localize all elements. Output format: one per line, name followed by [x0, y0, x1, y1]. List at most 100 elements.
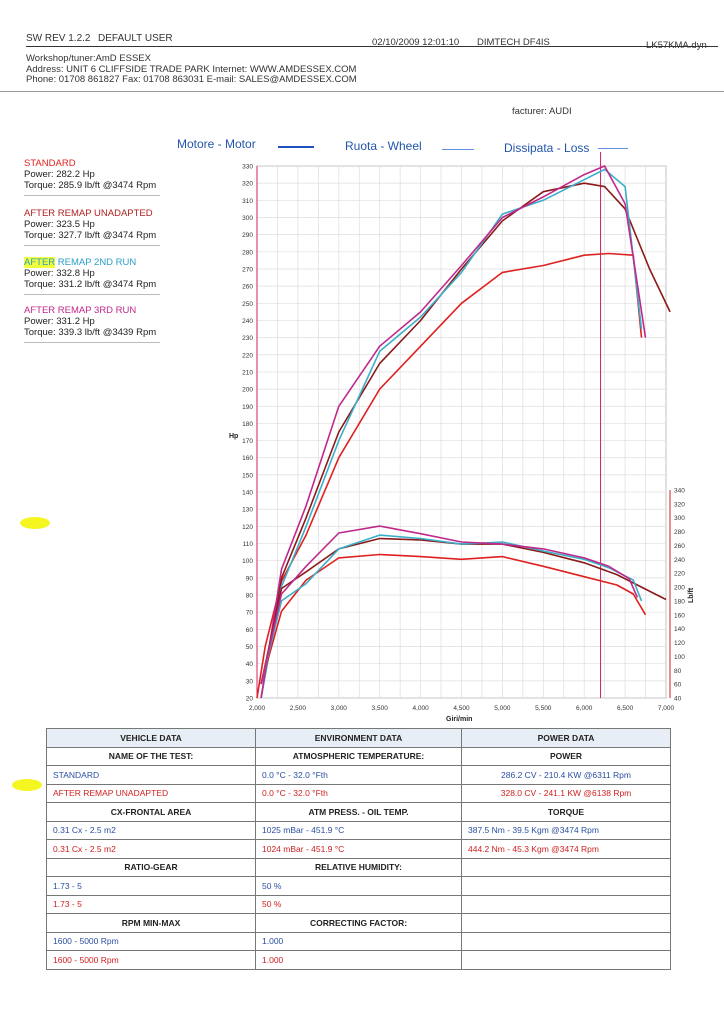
x-tick-label: 4,000	[412, 705, 429, 712]
table-row: 1600 - 5000 Rpm 1.000	[46, 931, 671, 951]
table-row: 1600 - 5000 Rpm 1.000	[46, 950, 671, 970]
legend-motor-line	[278, 146, 314, 148]
table-row: RPM MIN-MAX CORRECTING FACTOR:	[46, 913, 671, 933]
x-tick-label: 5,500	[535, 705, 552, 712]
humidity-label: RELATIVE HUMIDITY:	[255, 857, 462, 877]
table-row: CX-FRONTAL AREA ATM PRESS. - OIL TEMP. T…	[46, 802, 671, 822]
highlighter-mark	[20, 517, 50, 529]
x-tick-label: 7,000	[658, 705, 675, 712]
run-title: AFTER REMAP 3RD RUN	[24, 305, 137, 316]
y-tick-label: 210	[242, 369, 253, 376]
y-tick-label: 20	[246, 696, 254, 703]
y2-tick-label: 60	[674, 682, 682, 689]
y-tick-label: 60	[246, 627, 254, 634]
run-power: Power: 282.2 Hp	[24, 169, 95, 180]
y-tick-label: 120	[242, 524, 253, 531]
dyno-chart: 20 30 40 50 60 70 80 90 100 110 120 130 140 150 160 170…	[229, 152, 695, 723]
atm-temp-label: ATMOSPHERIC TEMPERATURE:	[255, 746, 462, 766]
run-title-rest: REMAP 2ND RUN	[55, 257, 137, 268]
y2-tick-label: 160	[674, 612, 685, 619]
run-title: AFTER REMAP UNADAPTED	[24, 208, 153, 219]
pressure-value: 1024 mBar - 451.9 °C	[255, 839, 462, 859]
y-tick-label: 270	[242, 266, 253, 273]
y-tick-label: 40	[246, 661, 254, 668]
y-tick-label: 150	[242, 472, 253, 479]
page-fold-line	[0, 91, 724, 92]
environment-data-header: ENVIRONMENT DATA	[255, 728, 462, 748]
power-curve-run-1	[260, 182, 671, 699]
y-tick-label: 260	[242, 284, 253, 291]
cx-label: CX-FRONTAL AREA	[46, 802, 256, 822]
y-tick-label: 170	[242, 438, 253, 445]
run-2nd: AFTER REMAP 2ND RUN Power: 332.8 Hp Torq…	[24, 257, 160, 295]
legend-wheel: Ruota - Wheel	[345, 139, 422, 153]
y-tick-label: 290	[242, 232, 253, 239]
power-label: POWER	[461, 746, 671, 766]
workshop: Workshop/tuner:AmD ESSEX	[26, 53, 151, 64]
power-curve-run-2	[260, 168, 643, 699]
ratio-label: RATIO-GEAR	[46, 857, 256, 877]
run-divider	[24, 195, 160, 196]
vehicle-data-header: VEHICLE DATA	[46, 728, 256, 748]
file-name: LK57KMA.dyn	[646, 40, 707, 51]
correcting-label: CORRECTING FACTOR:	[255, 913, 462, 933]
empty-cell	[461, 857, 671, 877]
y-tick-label: 130	[242, 507, 253, 514]
datetime: 02/10/2009 12:01:10	[372, 37, 460, 48]
sw-revision: SW REV 1.2.2	[26, 33, 91, 44]
y2-tick-label: 180	[674, 598, 685, 605]
run-torque: Torque: 331.2 lb/ft @3474 Rpm	[24, 279, 157, 290]
table-header-row: VEHICLE DATA ENVIRONMENT DATA POWER DATA	[46, 728, 671, 748]
run-title-highlight: AFTER	[24, 257, 56, 268]
table-row: 1.73 - 5 50 %	[46, 876, 671, 896]
y-tick-label: 140	[242, 490, 253, 497]
x-tick-label: 2,000	[249, 705, 266, 712]
torque-label: TORQUE	[461, 802, 671, 822]
rpm-value: 1600 - 5000 Rpm	[46, 950, 256, 970]
table-row: 0.31 Cx - 2.5 m2 1025 mBar - 451.9 °C 38…	[46, 820, 671, 840]
y-tick-label: 180	[242, 421, 253, 428]
torque-value: 387.5 Nm - 39.5 Kgm @3474 Rpm	[461, 820, 671, 840]
run-standard: STANDARD Power: 282.2 Hp Torque: 285.9 l…	[24, 158, 160, 196]
run-torque: Torque: 285.9 lb/ft @3474 Rpm	[24, 180, 157, 191]
run-power: Power: 332.8 Hp	[24, 268, 95, 279]
test-name: STANDARD	[46, 765, 256, 785]
y-tick-label: 30	[246, 678, 254, 685]
user-name: DEFAULT USER	[98, 33, 173, 44]
y2-tick-label: 200	[674, 585, 685, 592]
y2-tick-label: 280	[674, 529, 685, 536]
highlighter-mark	[12, 779, 42, 791]
y2-tick-label: 240	[674, 557, 685, 564]
y2-tick-label: 40	[674, 696, 682, 703]
humidity-value: 50 %	[255, 876, 462, 896]
run-divider	[24, 294, 160, 295]
name-label: NAME OF THE TEST:	[46, 746, 256, 766]
device-name: DIMTECH DF4IS	[477, 37, 550, 48]
chart-axes: 20 30 40 50 60 70 80 90 100 110 120 130 140 150 160 170…	[242, 152, 685, 712]
power-data-header: POWER DATA	[461, 728, 671, 748]
y2-tick-label: 80	[674, 668, 682, 675]
y2-tick-label: 100	[674, 654, 685, 661]
chart-series	[256, 165, 671, 699]
empty-cell	[461, 876, 671, 896]
table-row: 1.73 - 5 50 %	[46, 894, 671, 914]
run-divider	[24, 342, 160, 343]
run-3rd: AFTER REMAP 3RD RUN Power: 331.2 Hp Torq…	[24, 305, 160, 343]
y2-axis-label: Lb/ft	[688, 587, 695, 603]
empty-cell	[461, 950, 671, 970]
y-tick-label: 300	[242, 215, 253, 222]
y2-tick-label: 300	[674, 515, 685, 522]
empty-cell	[461, 913, 671, 933]
rpm-value: 1600 - 5000 Rpm	[46, 931, 256, 951]
power-curve-run-0	[256, 252, 643, 699]
power-curve-run-3	[260, 165, 647, 699]
cx-value: 0.31 Cx - 2.5 m2	[46, 839, 256, 859]
y-tick-label: 320	[242, 181, 253, 188]
ratio-value: 1.73 - 5	[46, 894, 256, 914]
y2-tick-label: 320	[674, 501, 685, 508]
torque-curve-run-2	[260, 534, 643, 685]
x-tick-label: 2,500	[290, 705, 307, 712]
y-tick-label: 230	[242, 335, 253, 342]
cx-value: 0.31 Cx - 2.5 m2	[46, 820, 256, 840]
pressure-value: 1025 mBar - 451.9 °C	[255, 820, 462, 840]
